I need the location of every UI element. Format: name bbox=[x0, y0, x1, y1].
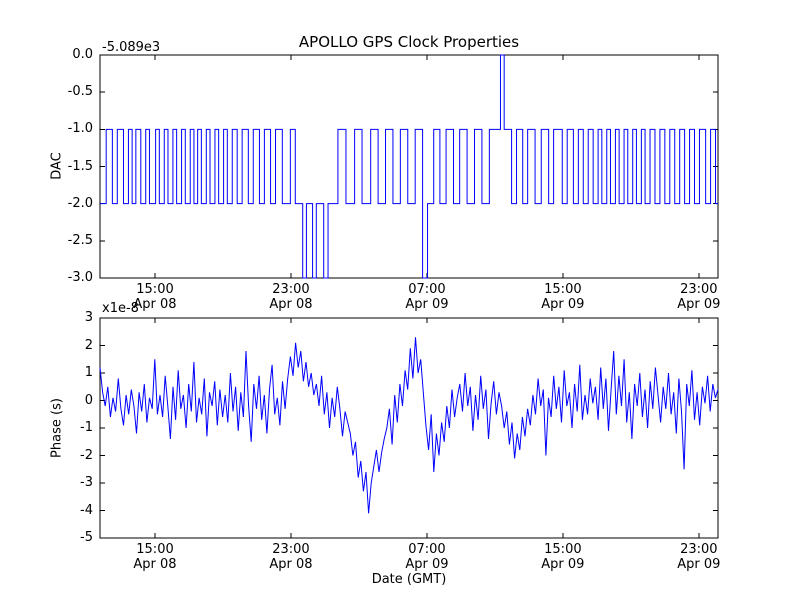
y-tick-label: -1.0 bbox=[67, 121, 93, 137]
x-tick-label: 23:00 Apr 09 bbox=[677, 282, 721, 312]
x-tick-label: 23:00 Apr 08 bbox=[269, 542, 313, 572]
y-tick-label: -1.5 bbox=[67, 158, 93, 174]
y-tick-label: 2 bbox=[84, 337, 93, 353]
y-tick-label: 1 bbox=[84, 365, 93, 380]
phase-axis-offset-text: x1e-8 bbox=[102, 301, 139, 316]
y-tick-label: -2 bbox=[80, 447, 93, 463]
plot-frame bbox=[99, 317, 719, 539]
x-tick-label: 15:00 Apr 08 bbox=[133, 542, 177, 572]
tick-marks bbox=[100, 317, 718, 539]
y-tick-label: -2.0 bbox=[67, 195, 93, 211]
x-tick-label: 23:00 Apr 08 bbox=[269, 282, 313, 312]
x-tick-label: 23:00 Apr 09 bbox=[677, 542, 721, 572]
chart-title: APOLLO GPS Clock Properties bbox=[298, 33, 520, 51]
phase-series-line bbox=[99, 337, 719, 514]
x-axis-label: Date (GMT) bbox=[371, 572, 447, 587]
y-tick-label: 0 bbox=[84, 392, 93, 408]
plot-frame bbox=[99, 54, 719, 279]
y-tick-label: 0.0 bbox=[72, 47, 93, 62]
x-tick-label: 07:00 Apr 09 bbox=[405, 542, 449, 572]
x-tick-label: 15:00 Apr 08 bbox=[133, 282, 177, 312]
y-tick-label: -3.0 bbox=[67, 270, 93, 285]
y-tick-label: -1 bbox=[80, 420, 93, 435]
dac-series-line bbox=[100, 54, 718, 279]
x-tick-label: 15:00 Apr 09 bbox=[541, 282, 585, 312]
x-tick-label: 15:00 Apr 09 bbox=[541, 542, 585, 572]
y-tick-label: -0.5 bbox=[67, 84, 93, 100]
y-tick-label: -2.5 bbox=[67, 232, 93, 248]
y-tick-label: -5 bbox=[80, 530, 93, 545]
y-tick-label: -3 bbox=[80, 475, 93, 490]
y-tick-label: 3 bbox=[84, 310, 93, 325]
x-tick-label: 07:00 Apr 09 bbox=[405, 282, 449, 312]
dac-axis-offset-text: -5.089e3 bbox=[102, 40, 161, 55]
tick-marks bbox=[100, 54, 718, 279]
y-tick-label: -4 bbox=[80, 502, 93, 518]
